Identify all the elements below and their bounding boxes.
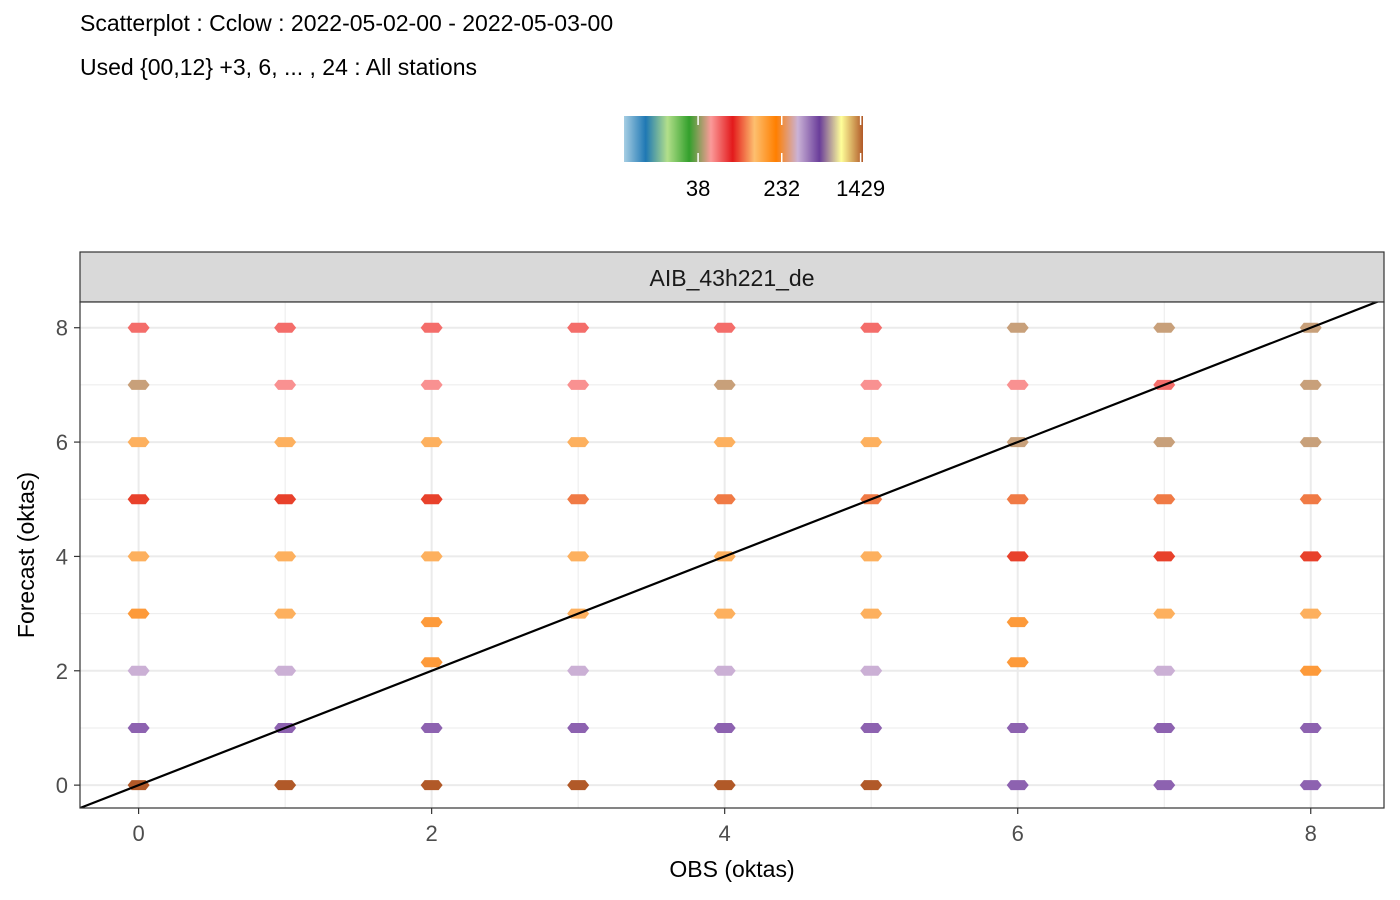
colorbar (624, 116, 863, 162)
scatter-point (860, 551, 883, 562)
scatter-point (127, 322, 150, 333)
panel-strip (79, 251, 1385, 303)
y-tick-label: 6 (56, 430, 68, 455)
scatter-point (274, 665, 297, 676)
scatter-point (420, 379, 443, 390)
colorbar-legend: 38 232 1429 (624, 116, 885, 201)
scatter-point (567, 379, 590, 390)
scatter-point (1299, 722, 1322, 733)
scatter-point (127, 722, 150, 733)
scatter-point (860, 608, 883, 619)
scatter-point (860, 722, 883, 733)
scatter-point (713, 379, 736, 390)
axes: 0 2 4 6 8 0 2 4 6 8 (56, 316, 1317, 846)
scatter-point (567, 722, 590, 733)
scatter-point (1153, 551, 1176, 562)
scatter-point (1153, 780, 1176, 791)
x-tick-label: 2 (426, 821, 438, 846)
scatter-point (420, 617, 443, 628)
scatter-point (713, 322, 736, 333)
scatter-point (1299, 551, 1322, 562)
y-tick-label: 8 (56, 316, 68, 341)
colorbar-label: 1429 (836, 176, 885, 201)
scatter-point (1153, 665, 1176, 676)
scatter-point (713, 722, 736, 733)
scatter-point (1006, 494, 1029, 505)
panel-border (79, 301, 1385, 809)
scatter-point (713, 437, 736, 448)
scatter-point (1299, 608, 1322, 619)
scatter-point (567, 494, 590, 505)
scatter-point (420, 494, 443, 505)
y-tick-label: 4 (56, 544, 68, 569)
points (127, 322, 1322, 791)
x-tick-label: 0 (132, 821, 144, 846)
x-tick-label: 8 (1305, 821, 1317, 846)
scatter-point (420, 437, 443, 448)
scatter-point (274, 379, 297, 390)
scatter-point (1006, 722, 1029, 733)
scatter-point (567, 437, 590, 448)
scatter-point (567, 665, 590, 676)
scatter-point (1153, 437, 1176, 448)
scatter-point (1153, 608, 1176, 619)
scatter-point (1299, 665, 1322, 676)
scatter-point (127, 551, 150, 562)
colorbar-label: 38 (686, 176, 710, 201)
scatter-point (274, 608, 297, 619)
scatter-point (274, 780, 297, 791)
scatter-point (567, 551, 590, 562)
chart-title: Scatterplot : Cclow : 2022-05-02-00 - 20… (80, 10, 614, 36)
scatter-point (1006, 657, 1029, 668)
colorbar-label: 232 (763, 176, 800, 201)
chart-subtitle: Used {00,12} +3, 6, ... , 24 : All stati… (80, 54, 478, 80)
scatter-point (127, 608, 150, 619)
scatter-point (713, 494, 736, 505)
scatter-point (420, 722, 443, 733)
x-tick-label: 6 (1012, 821, 1024, 846)
reference-line (80, 302, 1380, 808)
scatter-point (274, 494, 297, 505)
scatter-point (1299, 494, 1322, 505)
scatter-point (1153, 494, 1176, 505)
scatter-point (127, 437, 150, 448)
scatter-point (1006, 322, 1029, 333)
scatter-point (420, 657, 443, 668)
scatter-point (1153, 322, 1176, 333)
y-tick-label: 0 (56, 773, 68, 798)
scatter-point (1006, 379, 1029, 390)
scatter-point (1006, 617, 1029, 628)
scatter-point (567, 322, 590, 333)
scatter-point (860, 437, 883, 448)
x-axis-label: OBS (oktas) (669, 856, 794, 882)
scatter-point (127, 379, 150, 390)
scatter-point (1299, 780, 1322, 791)
y-tick-label: 2 (56, 659, 68, 684)
y-axis-label: Forecast (oktas) (13, 472, 39, 638)
panel-label: AIB_43h221_de (650, 265, 815, 291)
scatter-point (860, 665, 883, 676)
scatter-point (274, 322, 297, 333)
scatter-point (713, 665, 736, 676)
scatter-point (420, 322, 443, 333)
scatter-point (274, 437, 297, 448)
scatter-point (567, 780, 590, 791)
scatter-point (713, 780, 736, 791)
scatter-point (1299, 379, 1322, 390)
scatter-point (860, 780, 883, 791)
scatter-point (127, 494, 150, 505)
scatter-point (274, 551, 297, 562)
scatter-point (420, 551, 443, 562)
scatter-point (713, 608, 736, 619)
scatter-point (860, 379, 883, 390)
scatter-point (1006, 551, 1029, 562)
x-tick-label: 4 (719, 821, 731, 846)
scatter-point (127, 665, 150, 676)
scatter-point (420, 780, 443, 791)
scatter-point (1006, 780, 1029, 791)
scatter-point (860, 322, 883, 333)
scatter-point (1153, 722, 1176, 733)
scatter-point (1299, 437, 1322, 448)
